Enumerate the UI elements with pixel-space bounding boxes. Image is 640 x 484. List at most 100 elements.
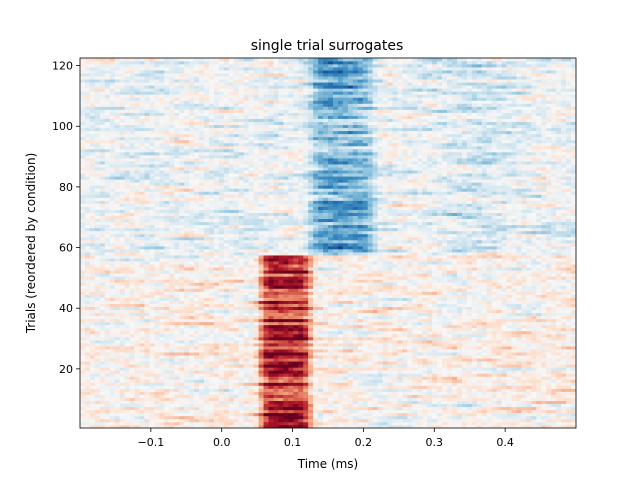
heatmap-cell xyxy=(452,373,458,377)
heatmap-cell xyxy=(417,337,423,341)
heatmap-cell xyxy=(541,297,547,301)
heatmap-cell xyxy=(491,412,497,417)
heatmap-cell xyxy=(318,315,324,320)
heatmap-cell xyxy=(392,337,398,341)
heatmap-cell xyxy=(208,397,215,401)
heatmap-cell xyxy=(124,364,130,368)
heatmap-cell xyxy=(417,297,423,301)
heatmap-cell xyxy=(531,282,537,286)
heatmap-cell xyxy=(313,406,319,411)
heatmap-cell xyxy=(432,382,438,386)
heatmap-cell xyxy=(332,303,339,307)
heatmap-cell xyxy=(476,403,483,408)
heatmap-cell xyxy=(461,373,468,377)
heatmap-cell xyxy=(129,330,135,335)
heatmap-cell xyxy=(189,418,195,423)
heatmap-cell xyxy=(268,397,274,401)
heatmap-cell xyxy=(397,303,403,307)
heatmap-cell xyxy=(323,312,329,317)
heatmap-cell xyxy=(258,361,264,365)
heatmap-cell xyxy=(417,382,423,386)
heatmap-cell xyxy=(213,312,220,317)
heatmap-cell xyxy=(506,300,512,304)
heatmap-cell xyxy=(189,303,195,307)
heatmap-cell xyxy=(238,349,244,353)
heatmap-cell xyxy=(189,403,195,408)
heatmap-cell xyxy=(452,352,458,356)
heatmap-cell xyxy=(80,330,86,335)
heatmap-cell xyxy=(526,312,532,317)
heatmap-cell xyxy=(437,370,443,374)
heatmap-cell xyxy=(159,282,165,286)
heatmap-cell xyxy=(377,394,383,398)
heatmap-cell xyxy=(253,352,259,356)
heatmap-cell xyxy=(298,415,304,420)
heatmap-cell xyxy=(571,376,577,380)
heatmap-cell xyxy=(357,403,364,408)
heatmap-cell xyxy=(362,288,368,292)
heatmap-cell xyxy=(99,282,106,286)
heatmap-cell xyxy=(556,282,562,286)
heatmap-cell xyxy=(323,327,329,332)
heatmap-cell xyxy=(342,400,349,405)
heatmap-cell xyxy=(337,318,344,323)
heatmap-cell xyxy=(456,358,463,362)
heatmap-cell xyxy=(382,385,388,389)
heatmap-cell xyxy=(377,276,383,280)
heatmap-cell xyxy=(119,343,125,347)
heatmap-cell xyxy=(248,349,254,353)
heatmap-cell xyxy=(561,370,567,374)
heatmap-cell xyxy=(471,367,478,371)
heatmap-cell xyxy=(293,379,299,383)
heatmap-cell xyxy=(452,421,458,426)
heatmap-cell xyxy=(442,406,448,411)
heatmap-cell xyxy=(536,385,542,389)
heatmap-cell xyxy=(263,418,269,423)
heatmap-cell xyxy=(278,391,284,395)
heatmap-cell xyxy=(109,324,116,329)
heatmap-cell xyxy=(407,349,413,353)
heatmap-cell xyxy=(521,394,527,398)
heatmap-cell xyxy=(551,337,557,341)
heatmap-cell xyxy=(531,340,537,344)
heatmap-cell xyxy=(119,388,125,392)
heatmap-cell xyxy=(99,285,106,289)
heatmap-cell xyxy=(104,291,111,295)
heatmap-cell xyxy=(119,279,125,283)
heatmap-cell xyxy=(263,330,269,335)
heatmap-cell xyxy=(174,300,180,304)
heatmap-cell xyxy=(159,376,165,380)
heatmap-cell xyxy=(387,327,393,332)
heatmap-cell xyxy=(318,376,324,380)
heatmap-cell xyxy=(456,276,463,280)
heatmap-cell xyxy=(89,415,96,420)
heatmap-cell xyxy=(114,285,120,289)
heatmap-cell xyxy=(491,397,497,401)
heatmap-cell xyxy=(501,409,507,414)
heatmap-cell xyxy=(437,282,443,286)
heatmap-cell xyxy=(268,394,274,398)
heatmap-cell xyxy=(298,300,304,304)
heatmap-cell xyxy=(169,300,175,304)
heatmap-cell xyxy=(199,424,205,429)
heatmap-cell xyxy=(511,276,517,280)
heatmap-cell xyxy=(541,400,547,405)
heatmap-cell xyxy=(372,285,378,289)
heatmap-cell xyxy=(223,321,230,326)
heatmap-cell xyxy=(149,340,155,344)
heatmap-cell xyxy=(372,324,378,329)
heatmap-cell xyxy=(84,415,91,420)
heatmap-cell xyxy=(84,403,91,408)
heatmap-cell xyxy=(452,388,458,392)
heatmap-cell xyxy=(432,424,438,429)
heatmap-cell xyxy=(561,303,567,307)
heatmap-cell xyxy=(372,403,378,408)
heatmap-cell xyxy=(372,330,378,335)
heatmap-cell xyxy=(308,412,314,417)
heatmap-cell xyxy=(342,294,349,298)
heatmap-cell xyxy=(536,340,542,344)
heatmap-cell xyxy=(452,418,458,423)
heatmap-cell xyxy=(268,400,274,405)
heatmap-cell xyxy=(372,388,378,392)
heatmap-cell xyxy=(417,388,423,392)
